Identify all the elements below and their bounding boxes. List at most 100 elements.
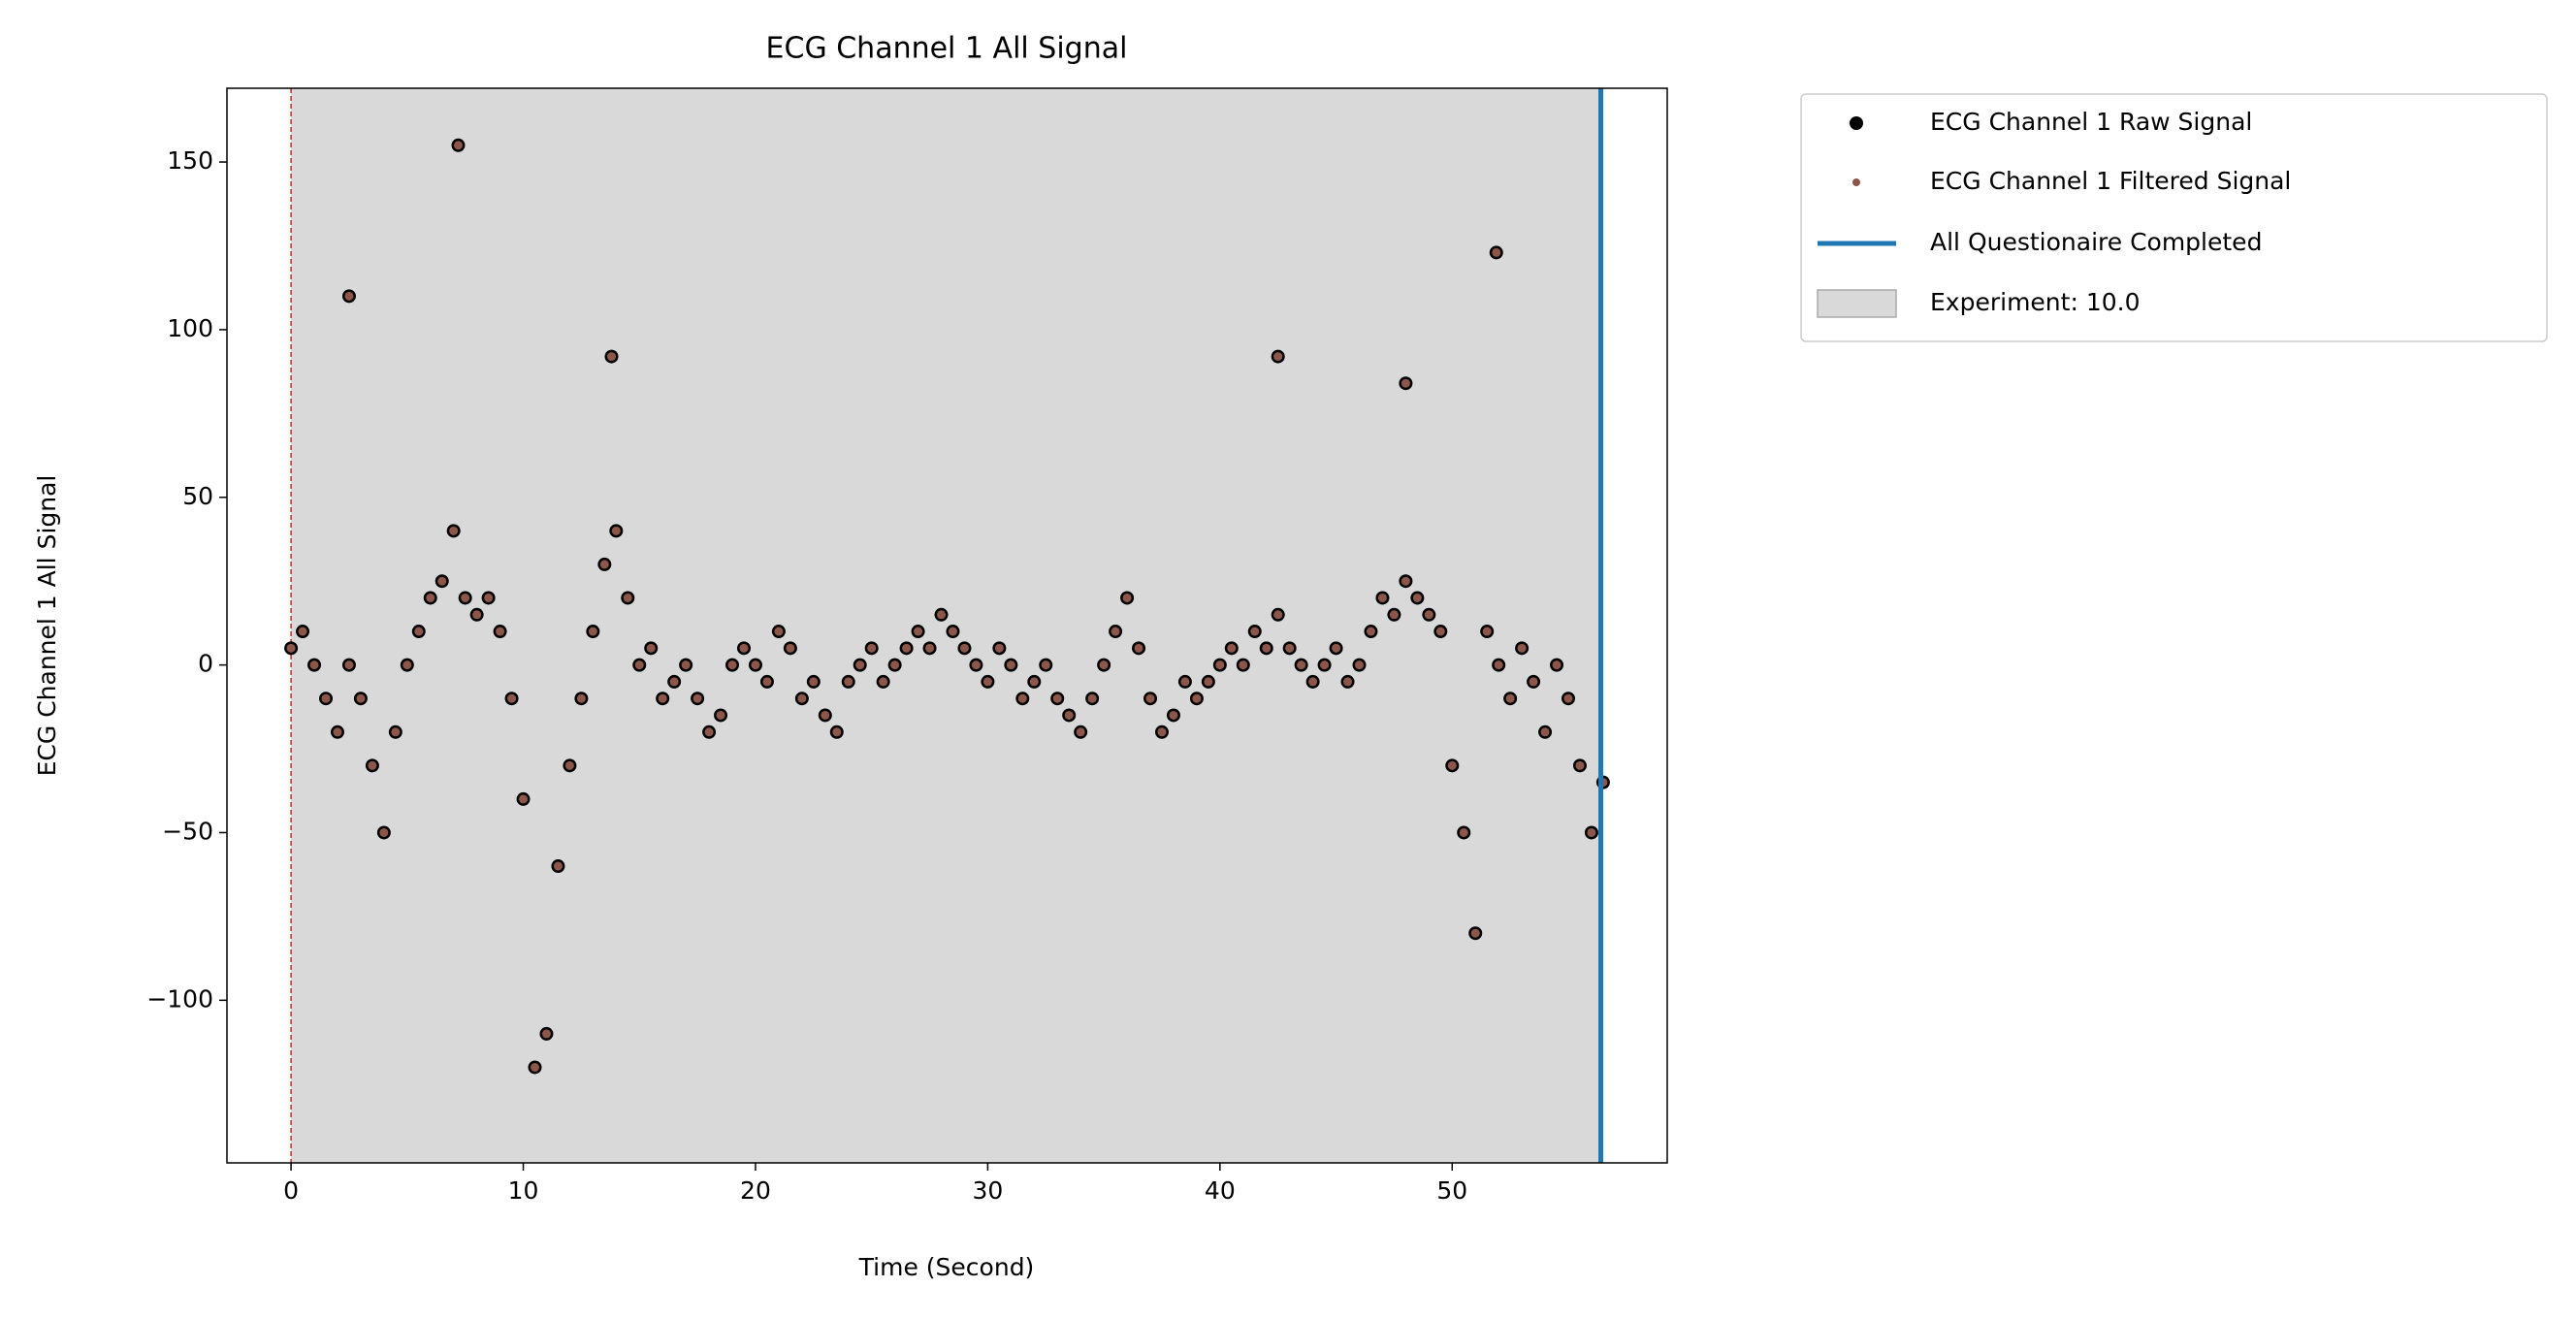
y-tick-label: −50 — [162, 817, 213, 845]
data-point — [611, 526, 621, 535]
data-point — [1111, 627, 1120, 636]
y-tick-label: 50 — [182, 482, 213, 510]
data-point — [1169, 710, 1178, 720]
data-point — [1435, 627, 1445, 636]
data-point — [1517, 643, 1527, 653]
data-point — [890, 660, 900, 670]
data-point — [1227, 643, 1237, 653]
x-tick-label: 10 — [508, 1176, 539, 1205]
data-point — [1215, 660, 1225, 670]
data-point — [309, 660, 319, 670]
data-point — [1297, 660, 1306, 670]
y-axis-label: ECG Channel 1 All Signal — [33, 475, 61, 777]
data-point — [692, 693, 702, 703]
data-point — [658, 693, 667, 703]
data-point — [1052, 693, 1062, 703]
chart-title: ECG Channel 1 All Signal — [766, 32, 1128, 66]
data-point — [948, 627, 957, 636]
data-point — [1459, 827, 1468, 837]
data-point — [286, 643, 296, 653]
data-point — [1377, 593, 1387, 602]
data-point — [453, 141, 463, 150]
data-point — [821, 710, 830, 720]
data-point — [484, 593, 494, 602]
legend-label: ECG Channel 1 Filtered Signal — [1930, 167, 2291, 195]
data-point — [449, 526, 459, 535]
data-point — [1529, 677, 1538, 687]
data-point — [1401, 378, 1410, 388]
legend-label: All Questionaire Completed — [1930, 228, 2262, 256]
data-point — [1239, 660, 1248, 670]
data-point — [541, 1029, 551, 1039]
legend-marker — [1817, 289, 1897, 318]
data-point — [1076, 727, 1085, 737]
data-point — [426, 593, 435, 602]
data-point — [994, 643, 1004, 653]
data-point — [1285, 643, 1295, 653]
data-point — [1482, 627, 1492, 636]
data-point — [356, 693, 366, 703]
data-point — [391, 727, 401, 737]
data-point — [646, 643, 656, 653]
data-point — [1492, 247, 1501, 257]
data-point — [1204, 677, 1213, 687]
data-point — [1250, 627, 1260, 636]
data-point — [762, 677, 772, 687]
data-point — [1262, 643, 1272, 653]
data-point — [1470, 928, 1480, 938]
legend-box — [1800, 93, 2548, 342]
data-point — [1157, 727, 1167, 737]
data-point — [321, 693, 331, 703]
data-point — [727, 660, 737, 670]
plot-frame — [226, 87, 1668, 1164]
data-point — [1447, 760, 1457, 770]
data-point — [437, 576, 447, 586]
data-point — [1540, 727, 1550, 737]
data-point — [1180, 677, 1190, 687]
data-point — [1273, 610, 1283, 620]
data-point — [1308, 677, 1318, 687]
data-point — [623, 593, 632, 602]
data-point — [669, 677, 679, 687]
data-point — [914, 627, 923, 636]
data-point — [379, 827, 389, 837]
data-point — [925, 643, 935, 653]
data-point — [774, 627, 784, 636]
data-point — [1087, 693, 1097, 703]
data-point — [1332, 643, 1341, 653]
data-point — [1099, 660, 1109, 670]
data-point — [1494, 660, 1503, 670]
data-point — [496, 627, 505, 636]
data-point — [739, 643, 749, 653]
y-tick-label: 0 — [198, 650, 213, 678]
data-point — [1017, 693, 1027, 703]
data-point — [1064, 710, 1074, 720]
data-point — [1412, 593, 1422, 602]
data-point — [402, 660, 412, 670]
data-point — [971, 660, 981, 670]
x-axis-label: Time (Second) — [858, 1253, 1035, 1281]
data-point — [368, 760, 377, 770]
data-point — [576, 693, 586, 703]
y-tick-label: 100 — [167, 314, 213, 342]
data-point — [564, 760, 574, 770]
data-point — [344, 291, 354, 301]
data-point — [333, 727, 342, 737]
data-point — [1366, 627, 1375, 636]
data-point — [298, 627, 307, 636]
data-point — [1552, 660, 1562, 670]
data-point — [1389, 610, 1399, 620]
data-point — [1192, 693, 1202, 703]
data-point — [1424, 610, 1433, 620]
data-point — [832, 727, 842, 737]
x-tick-label: 40 — [1205, 1176, 1236, 1205]
data-point — [607, 352, 617, 362]
data-point — [1122, 593, 1132, 602]
data-point — [681, 660, 691, 670]
data-point — [1041, 660, 1050, 670]
data-point — [588, 627, 597, 636]
data-point — [809, 677, 819, 687]
data-point — [1343, 677, 1353, 687]
data-point — [751, 660, 760, 670]
